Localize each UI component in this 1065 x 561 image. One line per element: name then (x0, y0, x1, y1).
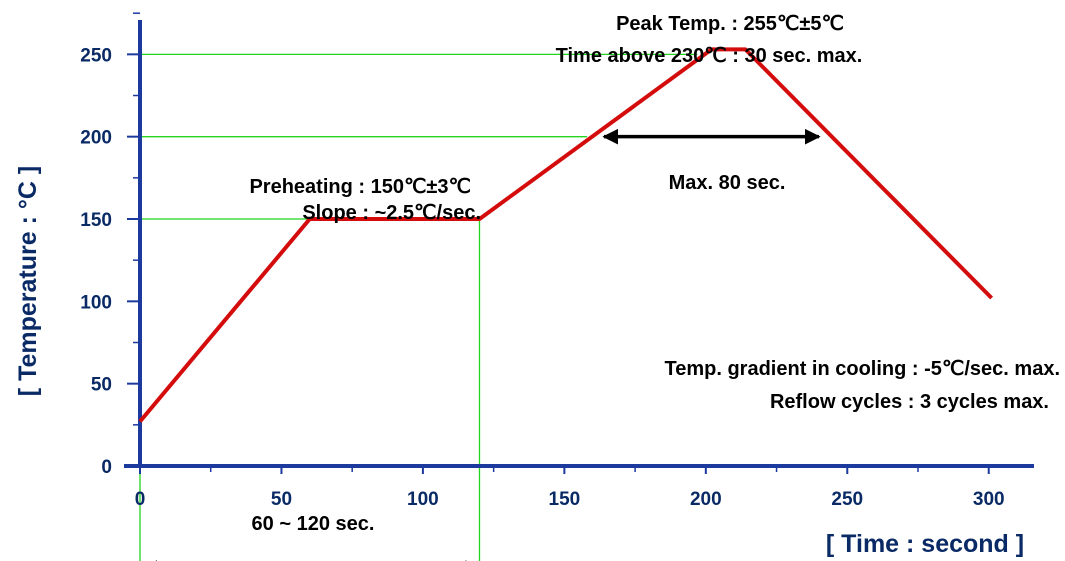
x-tick-label: 50 (271, 489, 292, 510)
x-tick-label: 300 (973, 489, 1005, 510)
x-tick-label: 200 (690, 489, 722, 510)
preheat-span-annotation: 60 ~ 120 sec. (252, 513, 375, 535)
y-tick-label: 100 (80, 292, 112, 313)
x-tick-label: 250 (831, 489, 863, 510)
arrows (141, 128, 821, 561)
x-axis-label: [ Time : second ] (826, 530, 1024, 558)
max-80-annotation: Max. 80 sec. (669, 172, 786, 194)
y-axis-label: [ Temperature : °C ] (14, 166, 42, 396)
time-above-annotation: Time above 230℃ : 30 sec. max. (556, 45, 863, 67)
peak-temp-annotation: Peak Temp. : 255℃±5℃ (616, 13, 844, 35)
y-ticks: 0 50 100 150 200 250 (80, 12, 140, 478)
x-ticks: 0 50 100 150 200 250 300 (135, 466, 1005, 510)
preheating-annotation: Preheating : 150℃±3℃ (249, 176, 471, 198)
slope-annotation: Slope : ~2.5℃/sec. (302, 202, 481, 224)
y-tick-label: 150 (80, 210, 112, 231)
x-tick-label: 100 (407, 489, 439, 510)
series-line-0 (138, 47, 994, 423)
annotations: Peak Temp. : 255℃±5℃ Time above 230℃ : 3… (249, 13, 1060, 535)
y-tick-label: 0 (101, 457, 112, 478)
reference-lines (139, 53, 698, 561)
x-tick-label: 150 (549, 489, 581, 510)
y-tick-label: 200 (80, 128, 112, 149)
axes (124, 20, 1034, 468)
reflow-cycles-annotation: Reflow cycles : 3 cycles max. (770, 391, 1049, 413)
cooling-gradient-annotation: Temp. gradient in cooling : -5℃/sec. max… (665, 358, 1061, 380)
y-tick-label: 250 (80, 45, 112, 66)
series (138, 47, 994, 423)
y-tick-label: 50 (91, 375, 112, 396)
x-tick-label: 0 (135, 489, 146, 510)
